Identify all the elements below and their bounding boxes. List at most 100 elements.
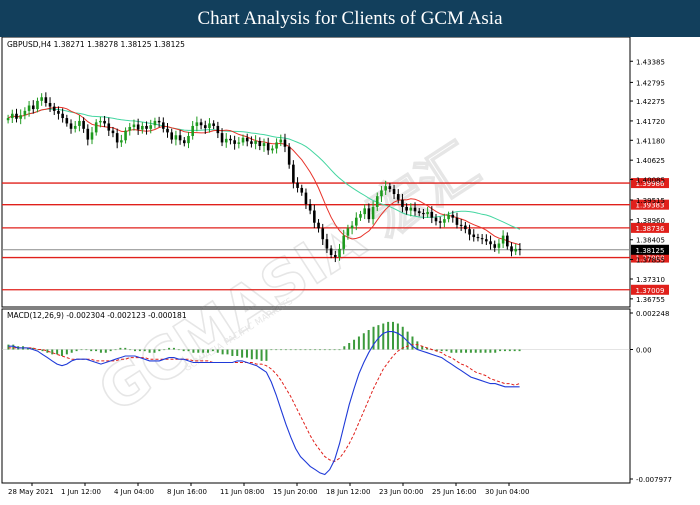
macd-histogram-bar — [158, 349, 161, 352]
macd-histogram-bar — [343, 346, 346, 350]
macd-histogram-bar — [192, 349, 195, 353]
candle-body — [254, 140, 257, 144]
macd-histogram-bar — [75, 349, 78, 352]
candle-body — [27, 105, 31, 111]
macd-histogram-bar — [377, 325, 380, 350]
macd-histogram-bar — [494, 349, 497, 353]
level-label: 1.37009 — [636, 287, 665, 295]
candle-body — [359, 214, 362, 218]
candle-body — [57, 110, 60, 114]
macd-histogram-bar — [382, 323, 385, 350]
candle-body — [451, 214, 455, 218]
candle-body — [233, 140, 236, 144]
candle-body — [438, 221, 442, 223]
macd-histogram-bar — [36, 349, 39, 351]
time-tick-label: 11 Jun 08:00 — [220, 488, 264, 496]
macd-histogram-bar — [26, 347, 29, 350]
macd-histogram-bar — [357, 336, 360, 350]
macd-histogram-bar — [503, 349, 506, 352]
price-tick-label: 1.39515 — [636, 197, 665, 205]
candle-body — [107, 123, 111, 131]
macd-histogram-bar — [275, 349, 278, 351]
macd-histogram-bar — [187, 349, 190, 352]
price-tick-label: 1.38960 — [636, 217, 665, 225]
chart-frame: GCMASIA 宏汇 GCM ASIA PACIFIC MARKETS GBPU… — [0, 36, 700, 500]
candle-body — [413, 207, 417, 212]
candle-body — [380, 190, 383, 197]
candle-body — [124, 130, 127, 141]
candle-body — [212, 123, 215, 126]
banner-title: Chart Analysis for Clients of GCM Asia — [197, 8, 503, 29]
candle-body — [182, 140, 186, 144]
candle-body — [10, 113, 14, 119]
candle-body — [220, 133, 224, 143]
time-tick-label: 30 Jun 04:00 — [485, 488, 529, 496]
macd-histogram-bar — [469, 349, 472, 353]
candle-body — [375, 196, 379, 207]
candle-body — [36, 100, 39, 110]
candle-body — [392, 189, 396, 195]
time-tick-label: 28 May 2021 — [8, 488, 54, 496]
candle-body — [136, 124, 140, 130]
candle-body — [94, 122, 98, 133]
candle-body — [396, 194, 400, 200]
candle-body — [237, 142, 241, 144]
macd-histogram-bar — [294, 349, 297, 351]
time-tick-label: 25 Jun 16:00 — [432, 488, 476, 496]
macd-histogram-bar — [474, 349, 477, 353]
time-tick-label: 4 Jun 04:00 — [114, 488, 154, 496]
macd-histogram-bar — [255, 349, 258, 360]
macd-histogram-bar — [124, 347, 127, 350]
macd-histogram-bar — [80, 349, 83, 351]
candle-body — [275, 142, 278, 149]
macd-histogram-bar — [41, 349, 44, 352]
macd-histogram-bar — [513, 349, 516, 352]
candle-body — [514, 248, 518, 252]
candle-body — [44, 97, 48, 104]
macd-histogram-bar — [231, 349, 234, 356]
macd-signal-line — [8, 344, 520, 463]
macd-histogram-bar — [348, 343, 351, 350]
axis-layer: 1.39986 1.39383 1.38736 1.37908 1.37009 1.381… — [8, 58, 672, 496]
candle-body — [15, 113, 18, 119]
macd-histogram-bar — [260, 349, 263, 361]
macd-histogram-bar — [372, 326, 375, 350]
macd-histogram-bar — [12, 344, 15, 350]
candle-body — [472, 234, 476, 238]
macd-histogram-bar — [387, 321, 390, 350]
macd-histogram-bar — [148, 349, 151, 353]
price-layer — [2, 92, 630, 291]
candle-body — [195, 122, 199, 126]
chart-canvas[interactable]: GCMASIA 宏汇 GCM ASIA PACIFIC MARKETS GBPU… — [0, 36, 700, 500]
macd-histogram-bar — [362, 333, 365, 350]
candle-body — [216, 125, 220, 134]
macd-histogram-bar — [221, 349, 224, 355]
symbol-header: GBPUSD,H4 1.38271 1.38278 1.38125 1.3812… — [7, 40, 185, 49]
candle-body — [501, 235, 505, 244]
candle-body — [300, 187, 304, 193]
candle-body — [208, 123, 211, 129]
macd-histogram-bar — [90, 349, 93, 352]
macd-histogram-bar — [484, 349, 487, 353]
candle-body — [434, 217, 438, 222]
macd-histogram-bar — [129, 349, 132, 351]
candle-body — [304, 192, 308, 205]
candle-body — [334, 254, 337, 258]
macd-histogram-bar — [328, 349, 331, 351]
macd-histogram-bar — [197, 349, 200, 353]
macd-histogram-bar — [134, 349, 136, 352]
macd-histogram-bar — [508, 349, 511, 352]
macd-histogram-bar — [143, 349, 146, 352]
macd-histogram-bar — [411, 336, 414, 350]
price-tick-label: 1.37310 — [636, 276, 665, 284]
time-tick-label: 8 Jun 16:00 — [167, 488, 207, 496]
candle-body — [426, 211, 429, 215]
candle-body — [485, 239, 488, 242]
candle-body — [342, 235, 346, 249]
candle-body — [518, 248, 522, 250]
candle-body — [405, 206, 408, 211]
candle-body — [203, 125, 207, 129]
level-label: 1.39986 — [636, 180, 665, 188]
candle-body — [166, 128, 169, 133]
macd-histogram-bar — [460, 349, 463, 353]
